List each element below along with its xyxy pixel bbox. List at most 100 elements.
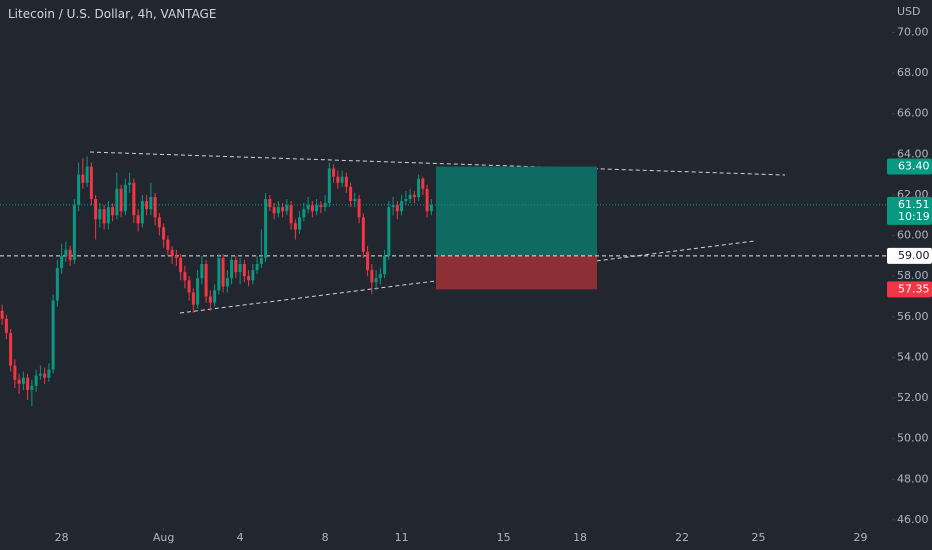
candle-body (140, 201, 144, 224)
candle-body (94, 199, 98, 220)
candle-body (276, 207, 280, 214)
candle-body (47, 369, 51, 378)
candle-body (217, 257, 221, 291)
countdown-label: 10:19 (898, 210, 930, 223)
candle-body (128, 182, 132, 185)
stop-badge (887, 281, 932, 298)
candle-body (30, 385, 34, 390)
candle-body (4, 318, 8, 334)
candle-body (323, 203, 327, 208)
candle-body (115, 188, 119, 216)
y-tick-label: 54.00 (897, 350, 929, 363)
candle-body (349, 186, 353, 202)
candle-body (357, 199, 361, 218)
x-tick-label: 8 (322, 531, 329, 544)
candle-body (153, 196, 157, 218)
candle-body (21, 377, 25, 384)
x-tick-label: 29 (854, 531, 868, 544)
trendline-upper (89, 151, 786, 176)
candle-body (264, 199, 268, 258)
candle-body (98, 209, 102, 220)
candle-body (293, 223, 297, 230)
candle-body (366, 251, 370, 271)
candle-body (361, 217, 365, 252)
candle-body (187, 280, 191, 293)
candle-body (302, 209, 306, 218)
y-tick-label: 60.00 (897, 229, 929, 242)
candle-body (85, 166, 89, 183)
profit-zone (436, 166, 597, 256)
x-tick-label: 18 (573, 531, 587, 544)
last-price-label: 61.51 (898, 198, 930, 211)
candle-body (208, 296, 212, 303)
y-tick-label: 52.00 (897, 391, 929, 404)
candle-body (306, 205, 310, 210)
candle-body (64, 249, 68, 256)
candle-body (13, 365, 17, 380)
loss-zone (436, 255, 597, 290)
candle-body (344, 176, 348, 187)
candle-body (162, 227, 166, 240)
y-tick-label: 58.00 (897, 269, 929, 282)
candle-body (298, 217, 302, 230)
candle-body (268, 199, 272, 208)
x-tick-label: 28 (55, 531, 69, 544)
candle-body (60, 255, 64, 269)
stop-label: 57.35 (898, 282, 930, 295)
candle-body (281, 207, 285, 212)
candle-body (149, 196, 153, 210)
candle-body (404, 199, 408, 202)
candle-body (213, 290, 217, 303)
candle-body (247, 276, 251, 281)
y-tick-label: 56.00 (897, 310, 929, 323)
chart-title: Litecoin / U.S. Dollar, 4h, VANTAGE (8, 7, 216, 21)
last-price-badge (887, 196, 932, 225)
candle-body (310, 205, 314, 212)
candle-body (9, 333, 13, 366)
candle-body (157, 217, 161, 228)
candle-body (179, 257, 183, 273)
candle-body (111, 207, 115, 216)
candle-body (421, 178, 425, 189)
candle-body (72, 205, 76, 260)
candle-body (102, 209, 106, 224)
y-tick-label: 64.00 (897, 147, 929, 160)
candle-body (417, 178, 421, 197)
candle-body (374, 278, 378, 283)
y-tick-label: 46.00 (897, 513, 929, 526)
candle-body (412, 194, 416, 197)
candle-body (259, 257, 263, 264)
candle-body (400, 201, 404, 212)
candle-body (136, 215, 140, 224)
candle-body (68, 249, 72, 260)
candle-body (319, 205, 323, 208)
candle-body (174, 255, 178, 258)
entry-label: 59.00 (898, 249, 930, 262)
candle-body (332, 168, 336, 177)
entry-badge (887, 247, 932, 264)
candle-body (370, 270, 374, 283)
candle-body (387, 207, 391, 256)
candle-body (132, 182, 136, 216)
target-badge (887, 158, 932, 175)
candle-body (191, 292, 195, 305)
candle-body (200, 264, 204, 279)
candle-body (238, 264, 242, 273)
candle-body (43, 373, 47, 378)
candle-body (51, 300, 55, 370)
candle-body (251, 270, 255, 281)
x-tick-label: 4 (237, 531, 244, 544)
candle-body (378, 274, 382, 279)
candle-body (391, 205, 395, 208)
candle-body (38, 373, 42, 376)
candle-body (55, 268, 59, 301)
candle-body (225, 278, 229, 287)
y-tick-label: 48.00 (897, 472, 929, 485)
candle-body (221, 257, 225, 287)
candle-body (336, 176, 340, 183)
candle-body (204, 264, 208, 297)
candle-body (89, 166, 93, 200)
candle-body (123, 184, 127, 212)
y-tick-label: 68.00 (897, 66, 929, 79)
